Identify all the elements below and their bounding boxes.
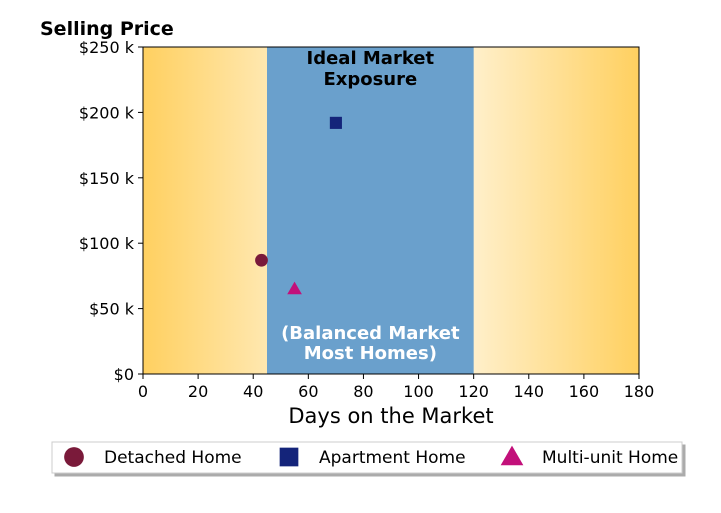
x-tick-label: 80 bbox=[353, 382, 373, 401]
ideal-band bbox=[267, 47, 474, 374]
ideal-band-title-line: Ideal Market bbox=[307, 48, 435, 69]
x-tick-label: 0 bbox=[138, 382, 148, 401]
y-axis: $0 $50 k $100 k $150 k $200 k $250 k bbox=[79, 38, 143, 384]
legend-label: Apartment Home bbox=[319, 448, 466, 468]
x-tick-label: 160 bbox=[569, 382, 600, 401]
ideal-band-caption: (Balanced Market Most Homes) bbox=[281, 323, 460, 364]
ideal-band-caption-line: Most Homes) bbox=[304, 343, 437, 364]
legend-label: Multi-unit Home bbox=[542, 448, 678, 468]
data-points bbox=[255, 116, 342, 295]
x-axis-label: Days on the Market bbox=[288, 404, 493, 428]
x-tick-label: 100 bbox=[403, 382, 434, 401]
x-tick-label: 120 bbox=[458, 382, 489, 401]
data-point-triangle bbox=[287, 281, 302, 295]
x-axis: 0 20 40 60 80 100 120 140 160 180 bbox=[138, 374, 654, 401]
y-tick-label: $250 k bbox=[79, 38, 135, 57]
legend-label: Detached Home bbox=[104, 448, 242, 468]
legend-box bbox=[51, 441, 683, 474]
data-point-circle bbox=[255, 253, 268, 267]
legend: Detached Home Apartment Home Multi-unit Ho… bbox=[51, 441, 683, 474]
y-tick-label: $150 k bbox=[79, 169, 135, 188]
legend-marker-triangle bbox=[500, 445, 524, 466]
x-tick-label: 180 bbox=[624, 382, 655, 401]
x-tick-label: 40 bbox=[243, 382, 263, 401]
ideal-band-title-line: Exposure bbox=[323, 69, 417, 90]
y-tick-label: $0 bbox=[114, 365, 134, 384]
data-point-square bbox=[329, 116, 342, 129]
x-tick-label: 20 bbox=[188, 382, 208, 401]
y-tick-label: $50 k bbox=[89, 300, 135, 319]
plot-frame bbox=[142, 46, 640, 375]
legend-marker-square bbox=[279, 447, 299, 467]
ideal-band-caption-line: (Balanced Market bbox=[281, 323, 460, 344]
y-tick-label: $200 k bbox=[79, 103, 135, 122]
y-axis-label: Selling Price bbox=[40, 18, 174, 40]
x-tick-label: 140 bbox=[514, 382, 545, 401]
x-tick-label: 60 bbox=[298, 382, 318, 401]
plot-area: Ideal Market Exposure (Balanced Market Mos… bbox=[142, 46, 640, 375]
legend-marker-circle bbox=[64, 447, 84, 467]
ideal-band-title: Ideal Market Exposure bbox=[307, 48, 435, 90]
y-tick-label: $100 k bbox=[79, 234, 135, 253]
